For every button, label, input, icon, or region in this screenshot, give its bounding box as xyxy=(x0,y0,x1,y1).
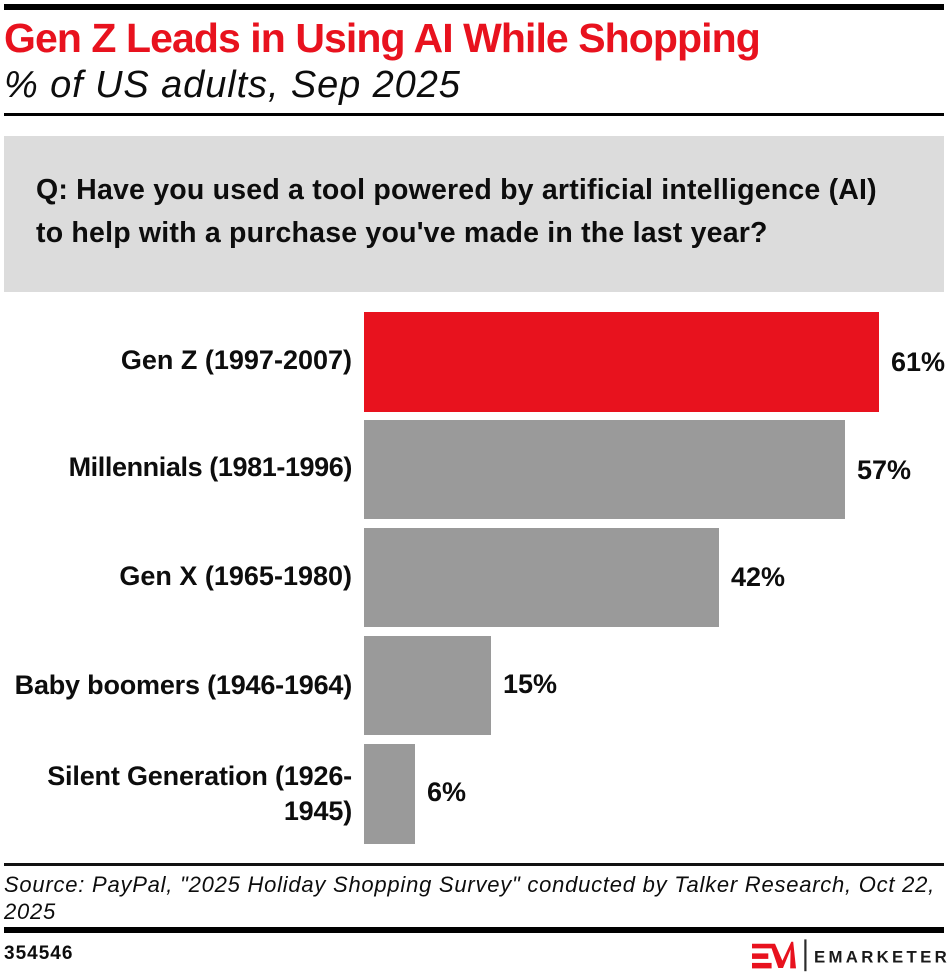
svg-text:EMARKETER: EMARKETER xyxy=(814,948,948,967)
